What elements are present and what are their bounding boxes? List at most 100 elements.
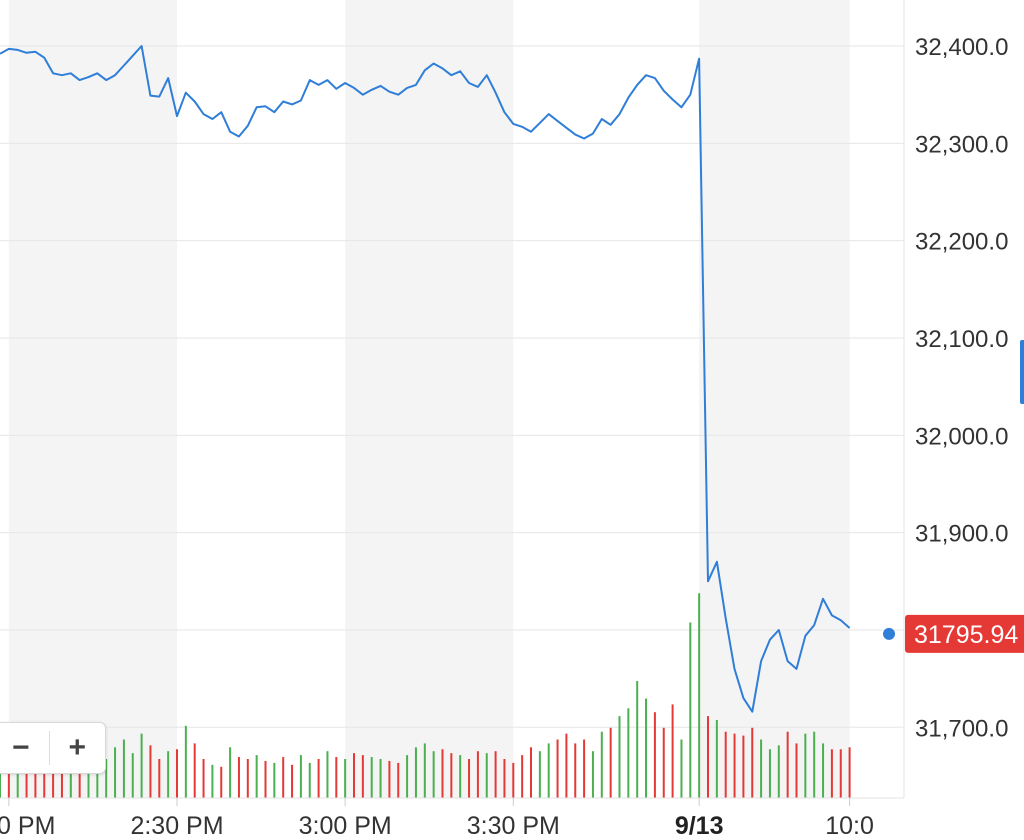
volume-bar	[122, 739, 125, 798]
zoom-in-button[interactable]: +	[68, 731, 87, 764]
volume-bar	[131, 753, 134, 798]
volume-bar	[0, 755, 1, 798]
volume-bar	[370, 757, 373, 798]
volume-bar	[609, 727, 612, 798]
volume-bar	[167, 751, 170, 798]
volume-bar	[600, 731, 603, 798]
volume-bar	[530, 747, 532, 798]
volume-bar	[565, 733, 568, 798]
x-axis: 2:00 PM 2:30 PM 3:00 PM 3:30 PM 9/13 10:0	[0, 797, 904, 840]
volume-bar	[308, 762, 311, 798]
volume-bar	[291, 764, 294, 798]
volume-bar	[459, 755, 462, 798]
volume-bar	[680, 739, 683, 798]
volume-bar	[636, 681, 639, 798]
volume-bar	[16, 760, 19, 798]
volume-bar	[211, 764, 214, 798]
last-price-background	[905, 614, 1024, 653]
time-band	[8, 0, 177, 798]
volume-bar	[25, 753, 28, 798]
volume-bar	[7, 759, 10, 798]
volume-bar	[742, 735, 745, 798]
volume-bar	[335, 757, 338, 798]
volume-bar	[494, 751, 497, 798]
volume-bar	[34, 762, 37, 798]
volume-bar	[441, 749, 444, 798]
price-line	[0, 45, 851, 713]
volume-bar	[839, 749, 842, 798]
volume-bar	[468, 759, 471, 798]
volume-bar	[556, 739, 559, 798]
y-tick-label: 32,100.0	[915, 326, 1008, 353]
volume-bar	[751, 727, 754, 798]
volume-bar	[618, 716, 621, 798]
volume-bar	[707, 716, 709, 798]
volume-bar	[724, 731, 727, 798]
volume-bar	[671, 704, 674, 798]
y-tick-label: 32,200.0	[915, 229, 1008, 256]
volume-bar	[503, 759, 506, 798]
x-tick-label: 9/13	[675, 812, 724, 840]
volume-bar	[193, 743, 196, 798]
volume-bar	[414, 747, 417, 798]
volume-bar	[768, 749, 771, 798]
volume-bar	[760, 739, 763, 798]
volume-bar	[299, 755, 302, 798]
volume-bar	[282, 757, 285, 798]
x-tick-label: 3:00 PM	[299, 812, 392, 840]
volume-bar	[512, 762, 515, 798]
volume-bar	[476, 751, 479, 798]
volume-bar	[830, 749, 833, 798]
volume-bar	[583, 739, 586, 798]
volume-bar	[432, 751, 435, 798]
volume-bar	[786, 731, 789, 798]
volume-bar	[813, 731, 816, 798]
volume-bar	[547, 743, 550, 798]
volume-bar	[538, 751, 541, 798]
zoom-out-button[interactable]: −	[11, 731, 30, 764]
volume-bar	[87, 755, 90, 798]
y-tick-label: 32,300.0	[915, 131, 1008, 158]
y-tick-label: 31,700.0	[915, 715, 1008, 742]
time-band	[345, 0, 514, 798]
volume-bar	[140, 733, 143, 798]
volume-bar	[78, 762, 81, 798]
volume-bar	[60, 759, 63, 798]
y-tick-label: 31,900.0	[915, 521, 1008, 548]
volume-bar	[388, 760, 391, 798]
volume-bar	[397, 762, 400, 798]
volume-bar	[689, 622, 692, 798]
x-tick-label: 10:0	[825, 812, 874, 840]
volume-bar	[627, 708, 630, 798]
volume-bar	[246, 759, 249, 798]
y-tick-label: 32,400.0	[915, 34, 1008, 61]
volume-bar	[114, 747, 117, 798]
volume-bar	[591, 751, 594, 798]
volume-bars	[0, 593, 851, 798]
volume-bar	[264, 760, 267, 798]
volume-bar	[662, 727, 665, 798]
volume-bar	[69, 757, 72, 798]
volume-bar	[317, 759, 320, 798]
last-price-flag: 31795.94	[905, 614, 1024, 653]
time-bands	[8, 0, 850, 798]
volume-bar	[804, 733, 807, 798]
volume-bar	[795, 743, 798, 798]
volume-bar	[733, 733, 736, 798]
volume-bar	[43, 760, 46, 798]
volume-bar	[848, 747, 851, 798]
zoom-controls: − +	[0, 722, 106, 774]
volume-bar	[255, 755, 258, 798]
side-panel-tab[interactable]	[1020, 340, 1024, 404]
volume-bar	[326, 751, 329, 798]
y-tick-label: 32,000.0	[915, 423, 1008, 450]
volume-bar	[715, 720, 718, 798]
volume-bar	[105, 759, 108, 798]
volume-bar	[653, 712, 656, 798]
volume-bar	[220, 766, 223, 798]
x-tick-label: 2:30 PM	[130, 812, 223, 840]
time-band	[699, 0, 850, 798]
volume-bar	[423, 743, 426, 798]
last-price-marker	[883, 627, 895, 640]
